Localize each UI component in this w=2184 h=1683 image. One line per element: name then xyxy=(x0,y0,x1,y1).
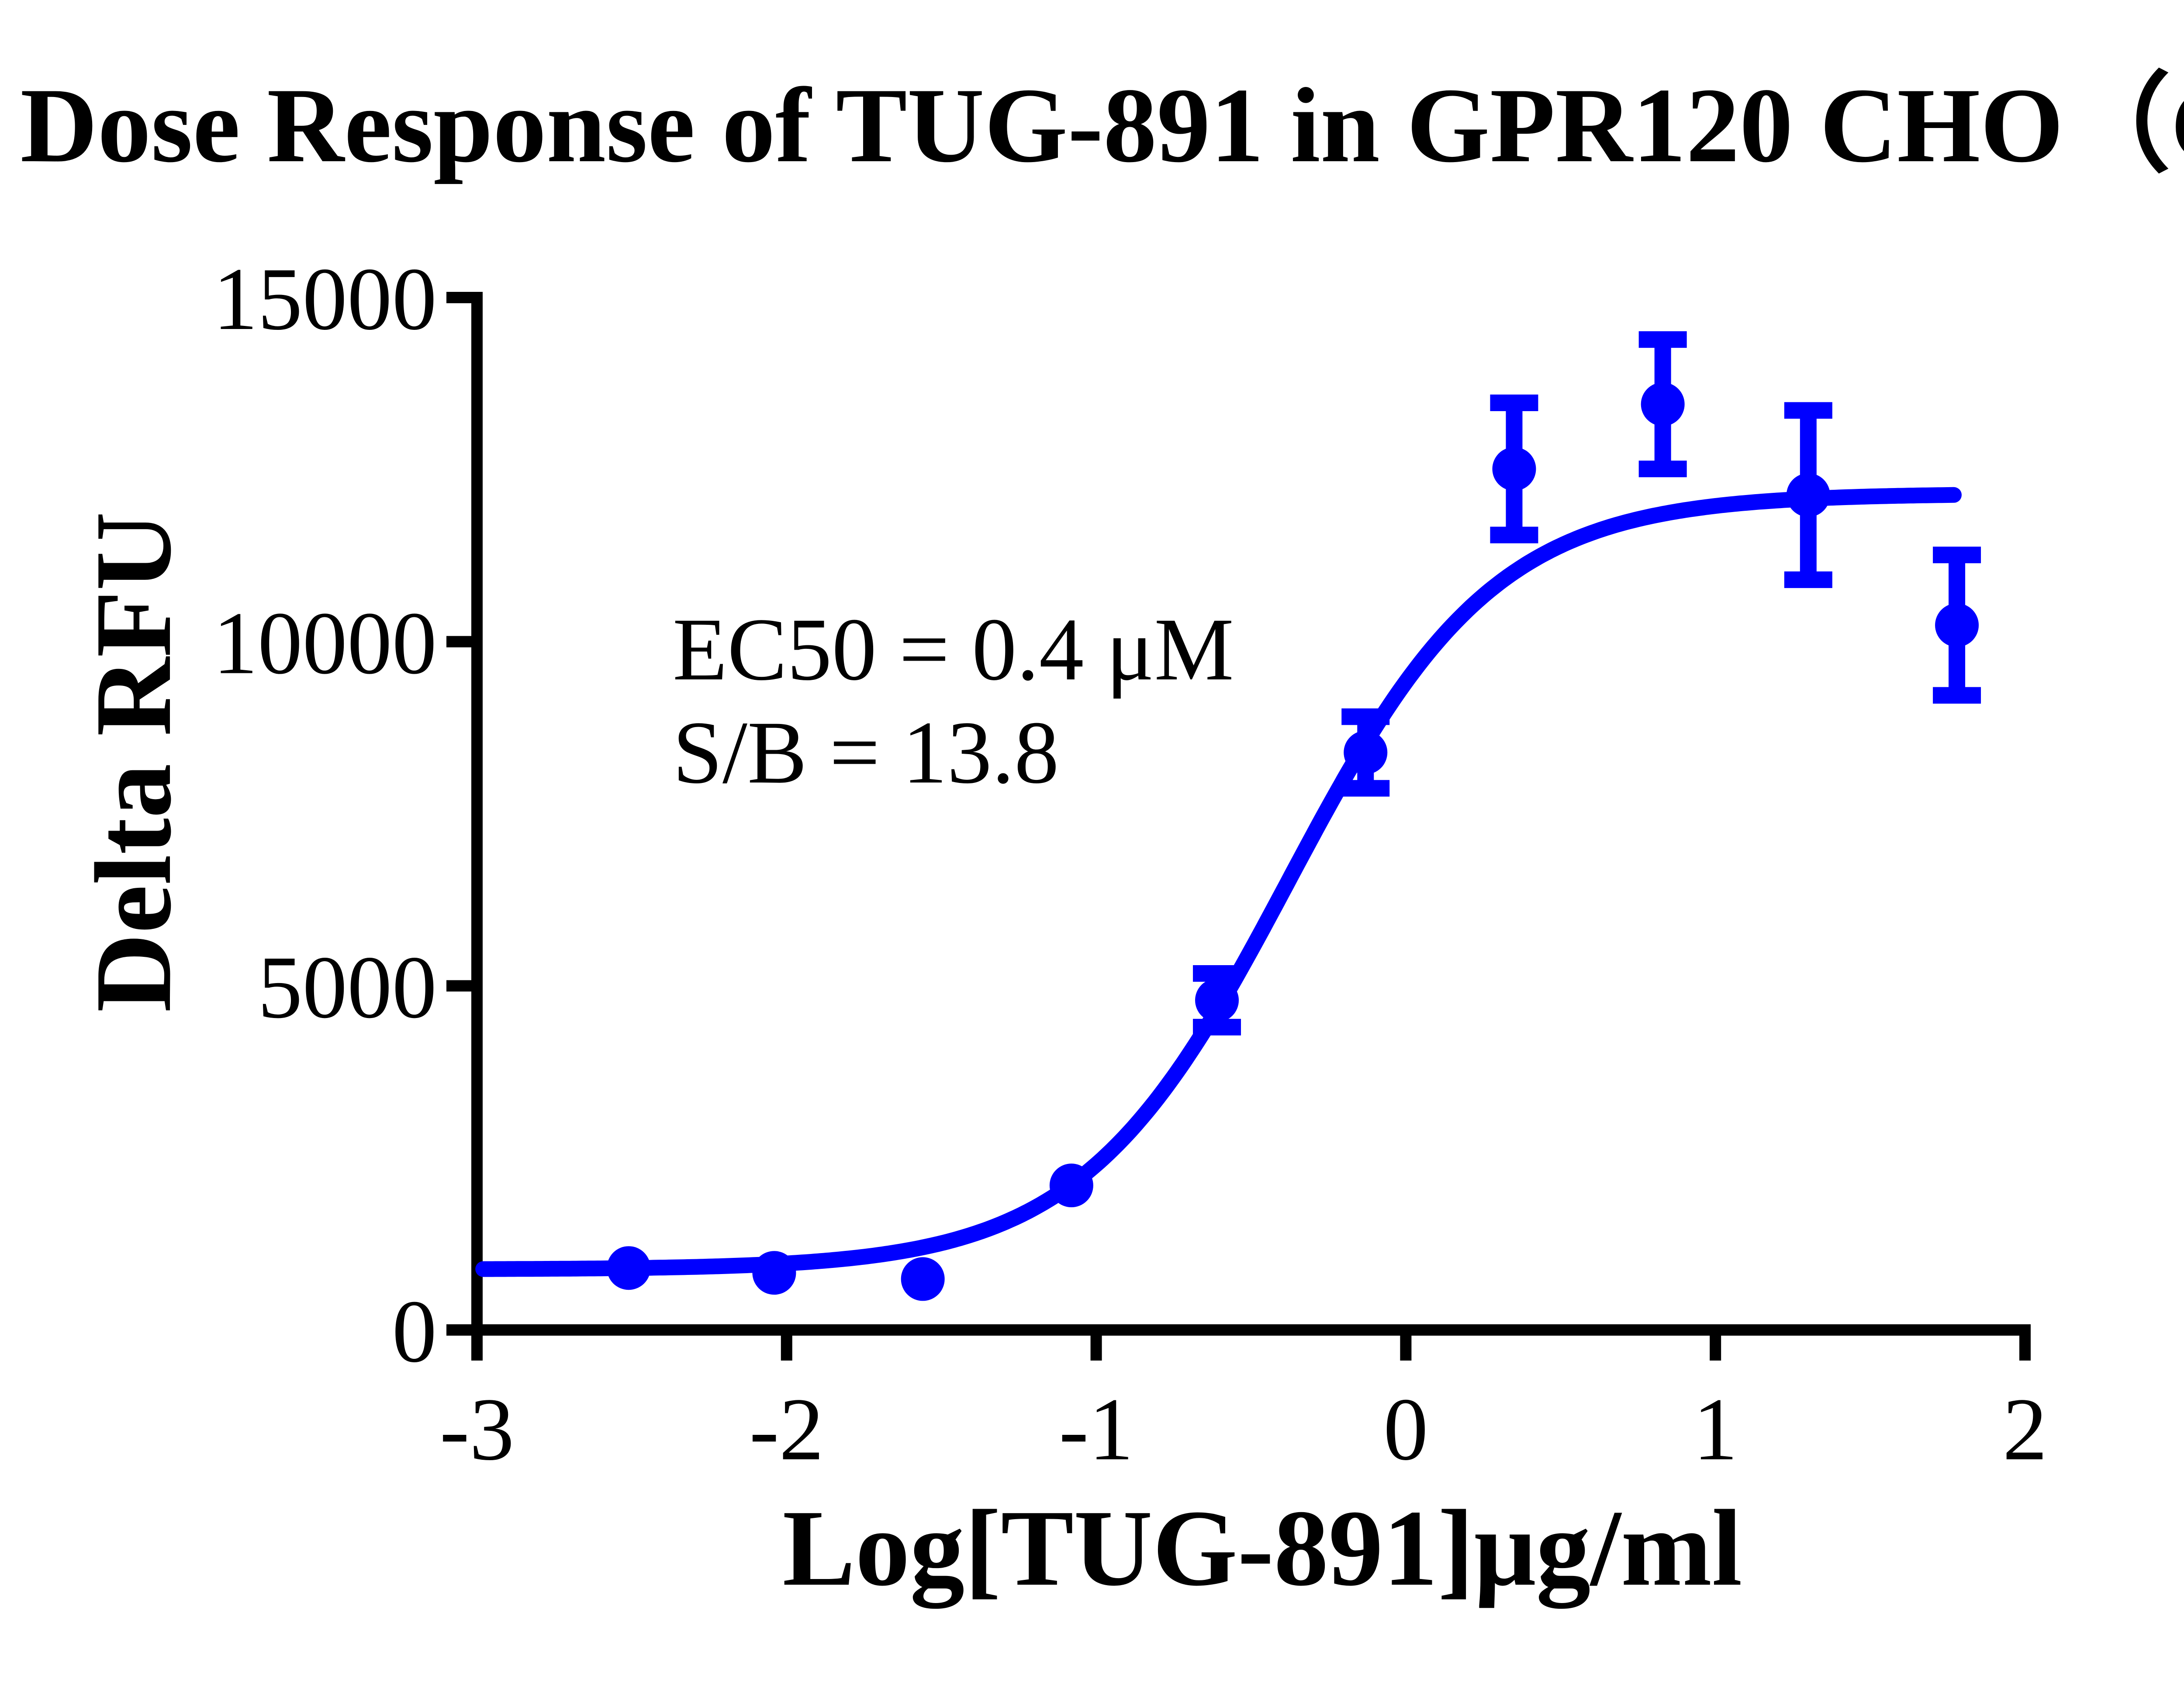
y-tick-label: 10000 xyxy=(213,594,437,693)
data-point-marker xyxy=(1049,1164,1093,1208)
data-point-marker xyxy=(1641,382,1685,426)
y-tick-label: 15000 xyxy=(213,249,437,349)
y-tick-label: 5000 xyxy=(258,938,437,1037)
annotation-sb: S/B = 13.8 xyxy=(673,703,1059,802)
data-point-marker xyxy=(1195,978,1239,1022)
data-point-marker xyxy=(752,1251,796,1295)
chart-title: Dose Response of TUG-891 in GPR120 CHO（C… xyxy=(20,66,2184,184)
x-tick-label: 2 xyxy=(2003,1380,2048,1479)
x-tick-label: -1 xyxy=(1059,1380,1133,1479)
x-axis-label: Log[TUG-891]μg/ml xyxy=(782,1488,1742,1609)
y-tick-label: 0 xyxy=(392,1282,437,1381)
x-tick-label: 0 xyxy=(1383,1380,1428,1479)
data-point-marker xyxy=(1492,447,1536,491)
x-tick-label: 1 xyxy=(1693,1380,1738,1479)
fit-curve xyxy=(475,487,1962,1277)
annotation-block: EC50 = 0.4 μM S/B = 13.8 xyxy=(673,598,1234,804)
data-point-marker xyxy=(1344,731,1388,775)
data-point-marker xyxy=(607,1246,651,1290)
annotation-ec50: EC50 = 0.4 μM xyxy=(673,600,1234,699)
data-point-marker xyxy=(1786,473,1830,517)
data-point-marker xyxy=(1935,603,1979,647)
x-tick-label: -2 xyxy=(749,1380,824,1479)
data-point-marker xyxy=(901,1257,945,1301)
x-tick-label: -3 xyxy=(440,1380,515,1479)
